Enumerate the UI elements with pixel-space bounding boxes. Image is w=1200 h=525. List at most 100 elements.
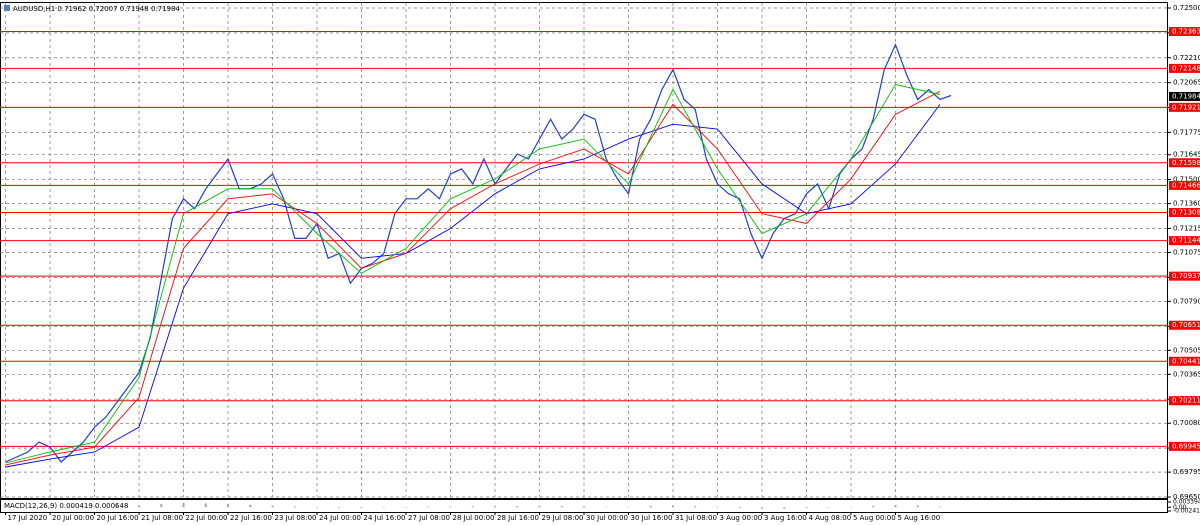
x-tick-label: 27 Jul 08:00 — [408, 514, 450, 522]
indicator-frame — [0, 499, 1168, 513]
y-tick-label: 0.00 — [1173, 504, 1187, 511]
macd-bar — [138, 505, 141, 508]
x-tick-label: 23 Jul 08:00 — [275, 514, 317, 522]
x-tick-label: 20 Jul 00:00 — [52, 514, 94, 522]
macd-bar — [938, 506, 941, 508]
x-tick-label: 5 Aug 16:00 — [897, 514, 940, 522]
macd-bar — [71, 506, 74, 508]
x-tick-label: 30 Jul 16:00 — [630, 514, 672, 522]
x-tick-label: 28 Jul 16:00 — [497, 514, 539, 522]
macd-bar — [627, 506, 630, 508]
level-label: 0.70441 — [1172, 357, 1200, 365]
macd-bar — [227, 503, 230, 508]
macd-bar — [382, 507, 385, 508]
macd-bar — [916, 505, 919, 508]
y-tick-label: 0.71775 — [1173, 128, 1200, 136]
x-tick-label: 4 Aug 08:00 — [808, 514, 851, 522]
level-label: 0.71308 — [1172, 209, 1200, 217]
moving-average — [5, 91, 941, 466]
level-box — [1169, 271, 1200, 281]
level-label: 0.71144 — [1172, 237, 1200, 245]
y-tick-label: 0.71215 — [1173, 224, 1200, 232]
y-tick-label: 0.69650 — [1173, 493, 1200, 501]
x-tick-label: 20 Jul 16:00 — [97, 514, 139, 522]
last-price-label: 0.71984 — [1172, 93, 1200, 101]
level-label: 0.71598 — [1172, 159, 1200, 167]
level-label: 0.72363 — [1172, 28, 1200, 36]
level-box — [1169, 396, 1200, 406]
macd-bar — [160, 504, 163, 508]
level-box — [1169, 180, 1200, 190]
macd-bar — [583, 506, 585, 508]
level-box — [1169, 236, 1200, 246]
y-tick-label: 0.72500 — [1173, 4, 1200, 12]
macd-bar — [516, 506, 519, 508]
macd-bar — [827, 507, 830, 508]
macd-bar — [26, 506, 29, 508]
moving-average — [5, 104, 941, 468]
level-box — [1169, 320, 1200, 330]
level-label: 0.69945 — [1172, 442, 1200, 450]
level-box — [1169, 208, 1200, 218]
level-box — [1169, 102, 1200, 112]
plot-frame — [0, 2, 1168, 499]
macd-bar — [783, 507, 786, 509]
price-line — [5, 43, 952, 463]
level-box — [1169, 356, 1200, 366]
y-tick-label: 0.72210 — [1173, 54, 1200, 62]
macd-bar — [4, 507, 7, 508]
y-tick-label: 0.71360 — [1173, 200, 1200, 208]
macd-bar — [360, 507, 363, 509]
y-tick-label: 0.003394 — [1173, 499, 1200, 506]
macd-bar — [716, 507, 719, 508]
level-label: 0.70211 — [1172, 397, 1200, 405]
y-tick-label: 0.71075 — [1173, 249, 1200, 257]
macd-bar — [671, 505, 674, 508]
y-tick-label: 0.72065 — [1173, 79, 1200, 87]
x-tick-label: 22 Jul 00:00 — [186, 514, 228, 522]
x-tick-label: 31 Jul 08:00 — [675, 514, 717, 522]
macd-bar — [271, 505, 274, 508]
level-box — [1169, 63, 1200, 73]
macd-bar — [805, 507, 808, 509]
macd-bar — [872, 505, 875, 508]
moving-average — [5, 83, 941, 464]
x-tick-label: 29 Jul 08:00 — [542, 514, 584, 522]
y-tick-label: 0.69795 — [1173, 468, 1200, 476]
macd-bar — [338, 507, 341, 508]
macd-bar — [316, 507, 319, 508]
level-label: 0.71921 — [1172, 103, 1200, 111]
macd-bar — [293, 506, 296, 508]
x-tick-label: 30 Jul 00:00 — [586, 514, 628, 522]
macd-bar — [49, 506, 52, 508]
y-tick-label: 0.70365 — [1173, 370, 1200, 378]
macd-bar — [405, 507, 408, 508]
macd-bar — [694, 506, 697, 508]
y-tick-label: 0.70505 — [1173, 346, 1200, 354]
x-tick-label: 28 Jul 00:00 — [453, 514, 495, 522]
chart-title: AUDUSD,H1 0.71962 0.72007 0.71948 0.7198… — [13, 5, 180, 13]
y-tick-label: 0.70080 — [1173, 419, 1200, 427]
macd-bar — [427, 506, 430, 508]
level-label: 0.72148 — [1172, 64, 1200, 72]
macd-bar — [204, 503, 207, 508]
x-tick-label: 24 Jul 00:00 — [319, 514, 361, 522]
y-tick-label: 0.71645 — [1173, 151, 1200, 159]
level-label: 0.70937 — [1172, 272, 1200, 280]
macd-bar — [471, 506, 474, 508]
level-box — [1169, 441, 1200, 451]
macd-bar — [182, 502, 185, 508]
x-tick-label: 3 Aug 16:00 — [764, 514, 807, 522]
y-tick-label: 0.71500 — [1173, 176, 1200, 184]
macd-bar — [115, 505, 118, 508]
last-price-box — [1169, 92, 1200, 102]
macd-bar — [494, 506, 497, 508]
macd-bar — [894, 504, 897, 508]
macd-bar — [449, 506, 452, 508]
macd-bar — [93, 506, 96, 508]
macd-bar — [560, 506, 563, 508]
macd-bar — [249, 504, 252, 508]
